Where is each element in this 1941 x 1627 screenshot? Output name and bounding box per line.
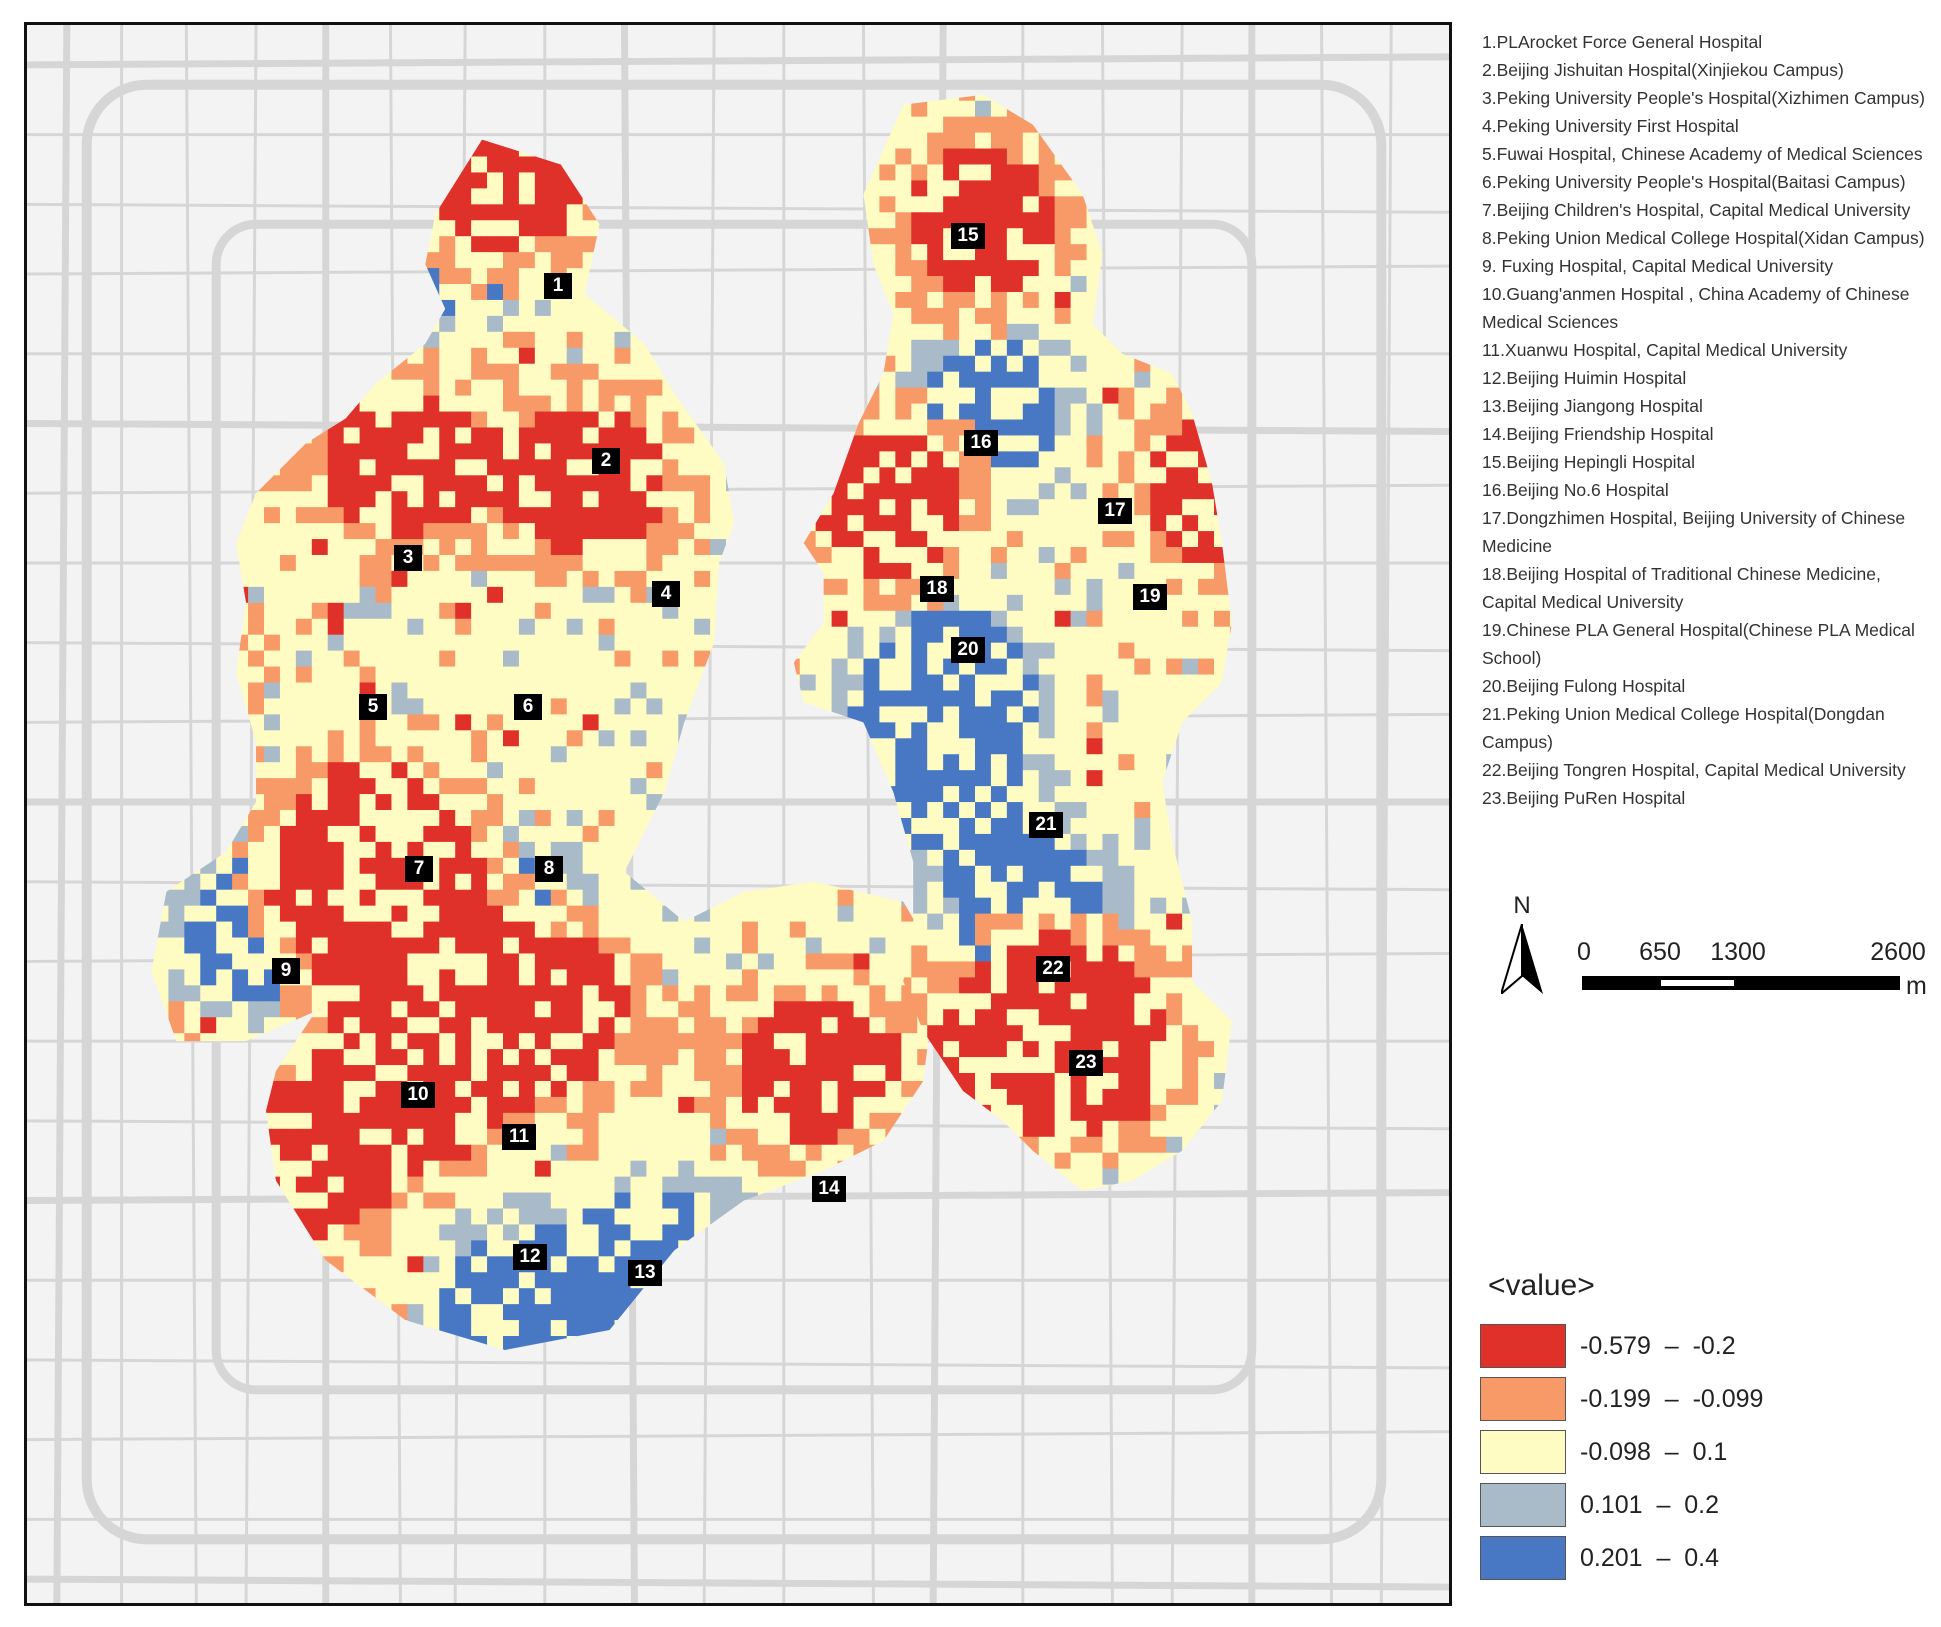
hospital-list-item: 8.Peking Union Medical College Hospital(… <box>1482 228 1925 248</box>
legend-label: -0.098 – 0.1 <box>1580 1438 1728 1466</box>
hospital-list-item: 1.PLArocket Force General Hospital <box>1482 32 1763 52</box>
hospital-list-item: 4.Peking University First Hospital <box>1482 116 1739 136</box>
hospital-marker-17[interactable]: 17 <box>1098 498 1132 524</box>
hospital-list-item: 3.Peking University People's Hospital(Xi… <box>1482 88 1925 108</box>
hospital-marker-3[interactable]: 3 <box>394 545 422 571</box>
hospital-list-item: 2.Beijing Jishuitan Hospital(Xinjiekou C… <box>1482 60 1844 80</box>
hospital-marker-2[interactable]: 2 <box>592 448 620 474</box>
scale-tick-1300: 1300 <box>1710 938 1766 966</box>
legend-label: -0.579 – -0.2 <box>1580 1332 1736 1360</box>
hospital-marker-9[interactable]: 9 <box>272 958 300 984</box>
hospital-marker-19[interactable]: 19 <box>1133 584 1167 610</box>
north-label: N <box>1513 892 1531 919</box>
legend-swatch <box>1480 1324 1566 1368</box>
legend-label: -0.199 – -0.099 <box>1580 1385 1764 1413</box>
legend-item: -0.579 – -0.2 <box>1480 1324 1920 1370</box>
hospital-list-item: 14.Beijing Friendship Hospital <box>1482 424 1714 444</box>
hospital-marker-20[interactable]: 20 <box>951 637 985 663</box>
legend-title: <value> <box>1488 1269 1595 1302</box>
legend-item: -0.199 – -0.099 <box>1480 1377 1920 1423</box>
legend-item: 0.101 – 0.2 <box>1480 1483 1920 1529</box>
legend-label: 0.201 – 0.4 <box>1580 1544 1720 1572</box>
hospital-marker-15[interactable]: 15 <box>951 223 985 249</box>
hospital-marker-4[interactable]: 4 <box>652 581 680 607</box>
hospital-list-item: 11.Xuanwu Hospital, Capital Medical Univ… <box>1482 340 1848 360</box>
hospital-marker-14[interactable]: 14 <box>812 1176 846 1202</box>
north-arrow: N <box>1497 892 1547 1004</box>
hospital-list-item: 13.Beijing Jiangong Hospital <box>1482 396 1703 416</box>
hospital-marker-13[interactable]: 13 <box>628 1260 662 1286</box>
legend-item: 0.201 – 0.4 <box>1480 1536 1920 1582</box>
hospital-list-item: 18.Beijing Hospital of Traditional Chine… <box>1482 564 1881 584</box>
hospital-marker-11[interactable]: 11 <box>502 1124 536 1150</box>
hospital-marker-5[interactable]: 5 <box>359 694 387 720</box>
hospital-list-item: 16.Beijing No.6 Hospital <box>1482 480 1669 500</box>
hospital-list-item: 5.Fuwai Hospital, Chinese Academy of Med… <box>1482 144 1923 164</box>
hospital-list-item: Medical Sciences <box>1482 312 1619 332</box>
hospital-list-item: Campus) <box>1482 732 1553 752</box>
north-arrow-icon <box>1501 924 1543 994</box>
legend-item: -0.098 – 0.1 <box>1480 1430 1920 1476</box>
hospital-list-item: 19.Chinese PLA General Hospital(Chinese … <box>1482 620 1915 640</box>
hospital-marker-23[interactable]: 23 <box>1069 1050 1103 1076</box>
hospital-marker-21[interactable]: 21 <box>1029 812 1063 838</box>
hospital-list-item: 20.Beijing Fulong Hospital <box>1482 676 1686 696</box>
hospital-list-item: 7.Beijing Children's Hospital, Capital M… <box>1482 200 1911 220</box>
scale-segments <box>1582 976 1900 990</box>
legend-swatch <box>1480 1377 1566 1421</box>
hospital-list-item: 6.Peking University People's Hospital(Ba… <box>1482 172 1906 192</box>
legend-swatch <box>1480 1483 1566 1527</box>
scale-bar: 0 650 1300 2600 m <box>1570 938 1940 1000</box>
hospital-list-item: 21.Peking Union Medical College Hospital… <box>1482 704 1885 724</box>
hospital-marker-6[interactable]: 6 <box>514 694 542 720</box>
scale-tick-2600: 2600 <box>1870 938 1926 966</box>
hospital-marker-7[interactable]: 7 <box>405 856 433 882</box>
scale-unit: m <box>1906 972 1927 1000</box>
street-network <box>27 25 1449 1603</box>
hospital-marker-18[interactable]: 18 <box>920 576 954 602</box>
hospital-list-item: 10.Guang'anmen Hospital , China Academy … <box>1482 284 1910 304</box>
scale-tick-0: 0 <box>1577 938 1591 966</box>
hospital-marker-12[interactable]: 12 <box>513 1244 547 1270</box>
hospital-list-item: 12.Beijing Huimin Hospital <box>1482 368 1687 388</box>
hospital-marker-1[interactable]: 1 <box>544 273 572 299</box>
map-panel[interactable]: 1 2 3 4 5 6 7 8 9 10 11 12 13 14 15 16 17 18 19 20 21 22 23 <box>24 22 1452 1606</box>
hospital-marker-10[interactable]: 10 <box>401 1082 435 1108</box>
legend-swatch <box>1480 1430 1566 1474</box>
map-canvas <box>27 25 1449 1603</box>
legend-label: 0.101 – 0.2 <box>1580 1491 1720 1519</box>
hospital-list-item: Capital Medical University <box>1482 592 1684 612</box>
hospital-list-item: 23.Beijing PuRen Hospital <box>1482 788 1686 808</box>
hospital-list-item: 22.Beijing Tongren Hospital, Capital Med… <box>1482 760 1906 780</box>
hospital-marker-16[interactable]: 16 <box>964 430 998 456</box>
hospital-list: 1.PLArocket Force General Hospital 2.Beij… <box>1482 28 1932 812</box>
legend-swatch <box>1480 1536 1566 1580</box>
hospital-marker-22[interactable]: 22 <box>1036 956 1070 982</box>
hospital-list-item: 15.Beijing Hepingli Hospital <box>1482 452 1696 472</box>
hospital-marker-8[interactable]: 8 <box>535 856 563 882</box>
legend: <value> -0.579 – -0.2 -0.199 – -0.099 -0.0… <box>1480 1268 1930 1580</box>
hospital-list-item: 9. Fuxing Hospital, Capital Medical Univ… <box>1482 256 1834 276</box>
hospital-list-item: School) <box>1482 648 1542 668</box>
hospital-list-item: 17.Dongzhimen Hospital, Beijing Universi… <box>1482 508 1906 528</box>
hospital-list-item: Medicine <box>1482 536 1553 556</box>
scale-tick-650: 650 <box>1639 938 1681 966</box>
